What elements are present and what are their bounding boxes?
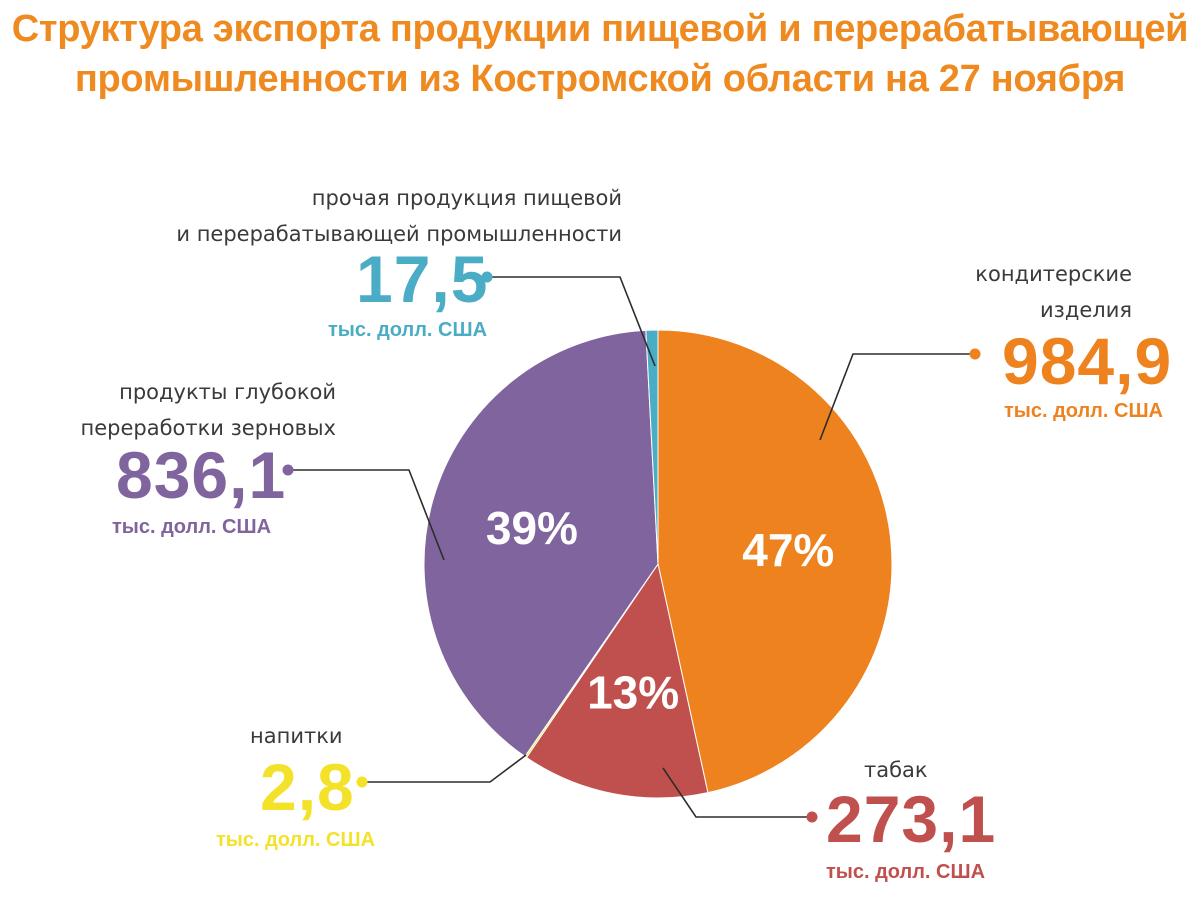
leader-dot-grain [282,464,294,476]
unit-confectionery: тыс. долл. США [1003,400,1163,422]
unit-other: тыс. долл. США [328,319,488,341]
leader-line-grain [288,469,445,561]
percent-label-grain: 39% [486,502,578,554]
leader-dot-tobacco [806,811,818,823]
title-line-2: промышленности из Костромской области на… [74,58,1126,100]
label-other: прочая продукция пищевой и перерабатываю… [176,180,622,252]
pie-slice-other [645,329,659,565]
value-other: 17,5 [356,242,489,316]
value-tobacco: 273,1 [826,782,997,856]
label-other-line2: и перерабатывающей промышленности [176,222,622,246]
leader-line-other [487,276,656,367]
percent-label-tobacco: 13% [587,667,679,719]
label-confectionery: кондитерские изделия [975,256,1132,328]
label-other-line1: прочая продукция пищевой [311,186,622,210]
leader-line-confectionery [819,353,975,441]
leader-dot-confectionery [969,348,981,360]
value-grain: 836,1 [116,438,287,512]
pie-slice-tobacco [525,562,709,799]
title-line-1: Структура экспорта продукции пищевой и п… [11,8,1189,50]
label-confectionery-line1: кондитерские [975,262,1132,286]
leader-line-drinks [362,754,527,783]
leader-line-tobacco [662,767,812,818]
label-grain-line2: переработки зерновых [80,416,336,440]
unit-grain: тыс. долл. США [112,516,272,538]
label-grain: продукты глубокой переработки зерновых [80,374,336,446]
leader-dot-drinks [356,776,368,788]
pie-slice-grain [423,329,659,758]
percent-label-confectionery: 47% [742,524,834,576]
value-confectionery: 984,9 [1002,324,1173,398]
leader-dot-other [481,271,493,283]
unit-tobacco: тыс. долл. США [826,861,986,883]
pie-slice-confectionery [657,329,893,794]
label-confectionery-line2: изделия [1040,298,1132,322]
unit-drinks: тыс. долл. США [216,829,376,851]
label-drinks: напитки [250,724,343,748]
label-grain-line1: продукты глубокой [119,380,336,404]
chart-title: Структура экспорта продукции пищевой и п… [0,4,1200,104]
label-tobacco: табак [864,758,928,782]
value-drinks: 2,8 [260,750,355,824]
